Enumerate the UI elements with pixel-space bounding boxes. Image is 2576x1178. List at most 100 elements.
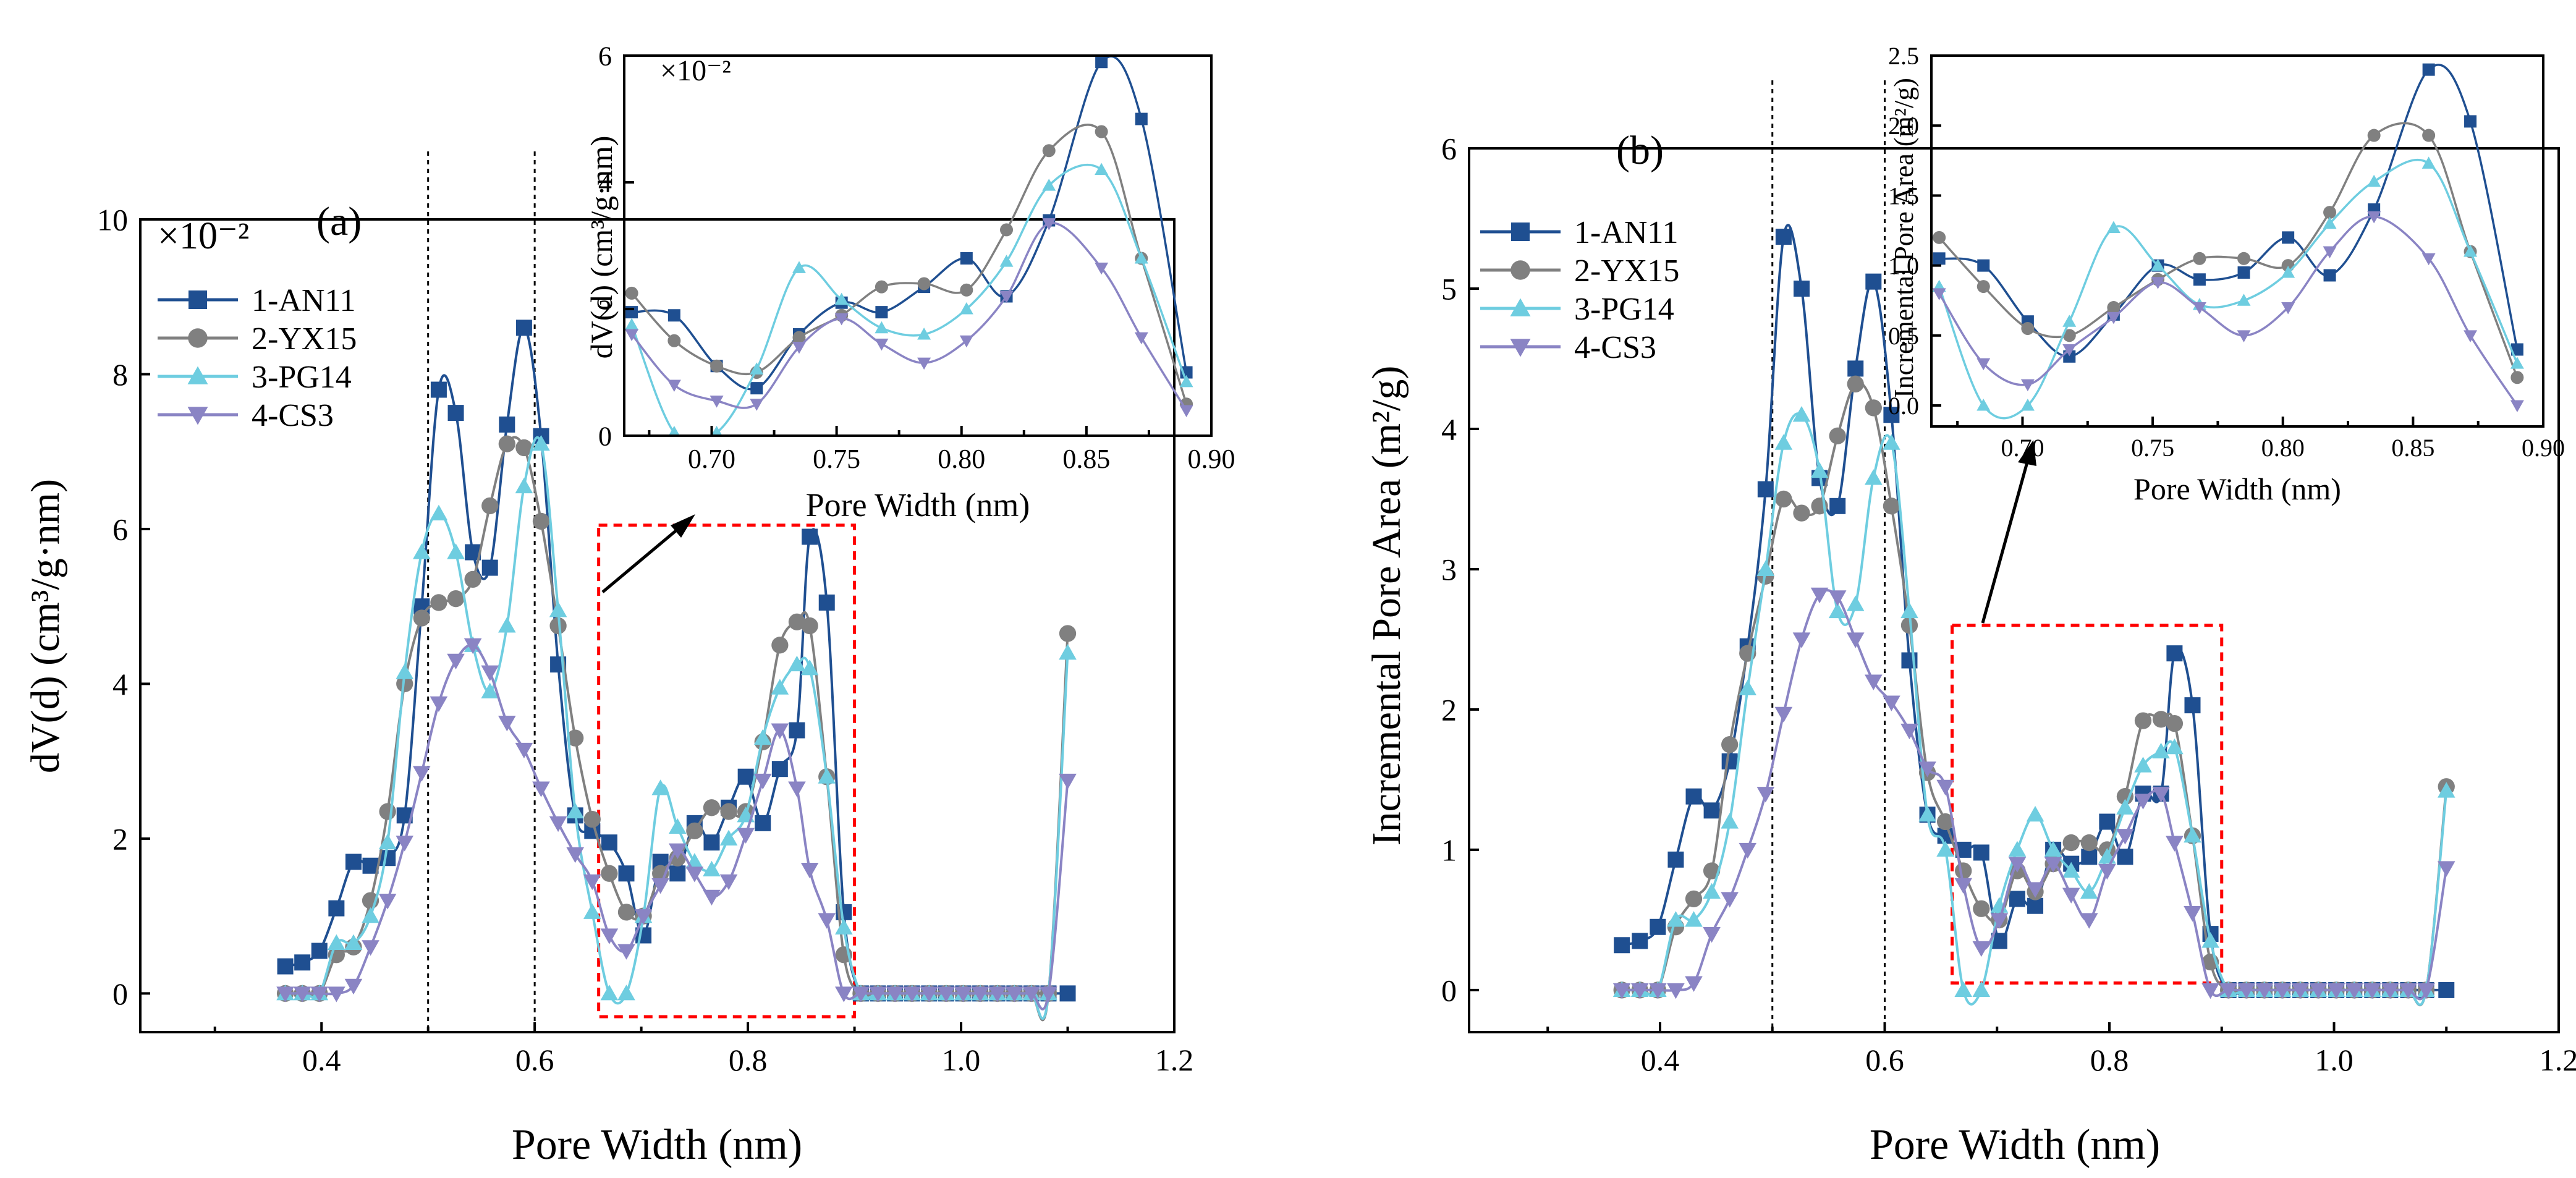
panel-b-data-point	[1847, 360, 1864, 377]
panel-a-data-point	[686, 822, 703, 840]
panel-b-inset-data-point	[2237, 294, 2251, 306]
panel-a-inset-data-point	[625, 318, 639, 331]
panel-b-inset-data-point	[2421, 253, 2436, 266]
panel-b-data-point	[1847, 375, 1864, 392]
panel-a-data-point	[1005, 986, 1023, 1002]
panel-b-ref-lines	[1771, 80, 1886, 1032]
panel-b-data-point	[1630, 983, 1649, 999]
panel-a-data-point	[634, 909, 653, 925]
panel-a-data-point	[499, 416, 515, 433]
panel-a-inset-xlabel: Pore Width (nm)	[806, 486, 1030, 523]
panel-a-inset-data-point	[1134, 252, 1148, 264]
panel-a-inset-data-point	[792, 331, 806, 344]
panel-a-data-point	[601, 834, 617, 851]
panel-a-ylabel: dV(d) (cm³/g·nm)	[23, 479, 68, 773]
panel-a-data-point	[802, 528, 818, 545]
panel-a-data-point	[1059, 644, 1077, 660]
panel-b-data-point	[2134, 794, 2152, 810]
panel-b-zoom-arrow	[1981, 440, 2036, 624]
panel-a-data-point	[937, 986, 955, 1002]
panel-b-data-point	[1721, 813, 1739, 829]
panel-b-data-point	[1649, 983, 1667, 999]
panel-b-inset-data-point	[2323, 269, 2336, 282]
panel-b-ylabel: Incremental Pore Area (m²/g)	[1364, 366, 1409, 846]
panel-a-data-point	[719, 874, 738, 891]
panel-b-inset-data-point	[2062, 344, 2077, 357]
panel-b-data-point	[2166, 836, 2184, 852]
panel-b-legend-marker	[1510, 339, 1531, 357]
panel-b-inset-xtick-label: 0.90	[2522, 434, 2565, 462]
panel-a-legend-label: 4-CS3	[252, 398, 334, 433]
panel-b-inset-xtick-label: 0.75	[2131, 434, 2174, 462]
panel-b-inset-xtick-label: 0.80	[2261, 434, 2305, 462]
panel-a-zoom-arrow	[601, 514, 695, 593]
panel-b-data-point	[1757, 481, 1774, 498]
panel-b-data-point	[2363, 983, 2381, 999]
panel-a-data-point	[532, 434, 550, 451]
panel-a-inset-xtick-label: 0.90	[1188, 444, 1235, 474]
panel-a-inset-data-point	[917, 328, 931, 340]
panel-b: 0.4 0.6 0.8 1.0 1.2 0 1 2 3 4 5 6 (b) Pore Width (n…	[1364, 80, 2576, 1169]
panel-b-data-point	[2438, 981, 2455, 998]
panel-b-data-point	[1793, 504, 1810, 522]
panel-a-inset-plot	[625, 56, 1193, 436]
panel-b-data-point	[2062, 888, 2080, 904]
panel-b-inset-data-point	[2367, 129, 2381, 142]
panel-b-data-point	[1936, 813, 1954, 831]
panel-b-frame	[1468, 147, 2560, 1033]
panel-a-data-point	[1040, 986, 1057, 1002]
panel-a-inset-data-point	[667, 334, 681, 347]
panel-a-data-point	[549, 617, 567, 635]
panel-b-data-point	[2134, 712, 2152, 729]
panel-a-legend-label: 3-PG14	[252, 360, 352, 395]
panel-b-data-point	[1756, 560, 1775, 577]
panel-a-inset-data-point	[834, 313, 849, 326]
panel-a-data-point	[788, 781, 806, 797]
panel-b-data-point	[1685, 976, 1703, 992]
panel-a-data-point	[651, 779, 669, 795]
panel-b-inset-data-point	[2062, 329, 2076, 342]
panel-a-inset-ytick-label: 2	[598, 294, 612, 324]
panel-b-inset-data-point	[2510, 343, 2523, 356]
panel-a-data-point	[669, 865, 686, 882]
panel-b-inset-data-point	[2323, 216, 2337, 229]
panel-b-axes: 0.4 0.6 0.8 1.0 1.2 0 1 2 3 4 5 6	[1441, 132, 2576, 1078]
panel-b-data-point	[1667, 911, 1685, 927]
panel-a-data-point	[601, 865, 618, 882]
panel-a-plot	[276, 320, 1077, 1022]
panel-a-data-point	[1022, 986, 1041, 1002]
panel-b-data-point	[1739, 842, 1757, 859]
panel-b-inset-data-point	[2062, 315, 2077, 327]
panel-a-data-point	[651, 878, 669, 894]
panel-a-series-line-1	[285, 326, 1068, 1001]
panel-a-data-point	[771, 637, 789, 654]
panel-b-legend-label: 3-PG14	[1574, 292, 1674, 327]
panel-a-inset-data-point	[668, 425, 680, 436]
panel-b-inset-data-point	[2107, 301, 2121, 315]
panel-b-data-point	[1721, 892, 1739, 908]
panel-a-data-point	[703, 834, 720, 851]
panel-a-data-point	[447, 590, 465, 608]
panel-b-inset-data-point	[2021, 322, 2035, 336]
panel-a-inset-data-point	[1135, 112, 1148, 125]
panel-a-data-point	[818, 913, 836, 929]
panel-b-data-point	[1703, 883, 1721, 899]
panel-a-inset-data-point	[960, 283, 973, 297]
panel-a-data-point	[788, 613, 806, 630]
panel-b-inset-data-point	[2464, 330, 2478, 342]
panel-b-ytick-label: 1	[1441, 833, 1457, 867]
panel-a-inset-data-point	[875, 280, 888, 294]
panel-b-inset-data-point	[2422, 63, 2435, 76]
panel-a-data-point	[835, 986, 853, 1002]
panel-b-data-point	[2008, 857, 2027, 873]
panel-b-legend-label: 1-AN11	[1574, 215, 1679, 250]
panel-b-inset-ytick-label: 0.0	[1888, 392, 1919, 420]
panel-b-data-point	[2044, 857, 2062, 873]
panel-b-data-point	[2184, 906, 2201, 922]
panel-a-data-point	[753, 773, 772, 790]
panel-b-inset-data-point	[2367, 211, 2381, 224]
panel-b-ytick-label: 0	[1441, 973, 1457, 1007]
panel-a-inset-series-line-4	[630, 222, 1188, 411]
panel-a-data-point	[447, 653, 465, 670]
panel-a-data-point	[447, 543, 465, 559]
